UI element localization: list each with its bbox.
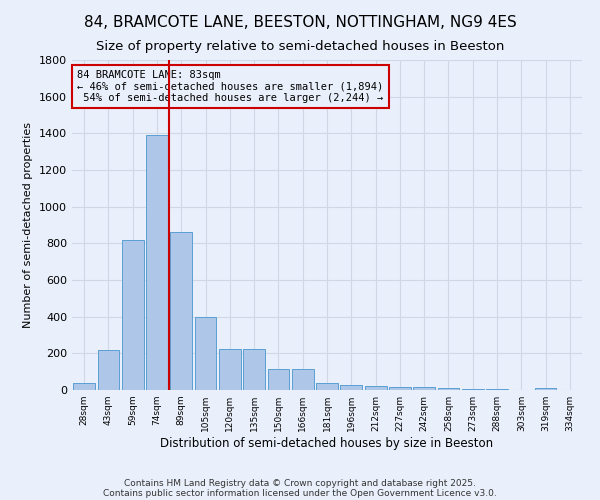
Bar [316,382,338,390]
Bar [365,386,386,390]
Bar [437,388,460,390]
Bar [219,349,241,390]
Bar [340,384,362,390]
Bar [73,382,95,390]
Bar [194,316,217,390]
Bar [146,135,168,390]
Bar [243,349,265,390]
Text: Contains HM Land Registry data © Crown copyright and database right 2025.: Contains HM Land Registry data © Crown c… [124,478,476,488]
Bar [97,350,119,390]
Text: 84, BRAMCOTE LANE, BEESTON, NOTTINGHAM, NG9 4ES: 84, BRAMCOTE LANE, BEESTON, NOTTINGHAM, … [83,15,517,30]
Bar [535,388,556,390]
Bar [292,369,314,390]
Bar [170,232,192,390]
Y-axis label: Number of semi-detached properties: Number of semi-detached properties [23,122,34,328]
Text: 84 BRAMCOTE LANE: 83sqm
← 46% of semi-detached houses are smaller (1,894)
 54% o: 84 BRAMCOTE LANE: 83sqm ← 46% of semi-de… [77,70,383,103]
Bar [413,387,435,390]
Bar [486,389,508,390]
Bar [389,387,411,390]
X-axis label: Distribution of semi-detached houses by size in Beeston: Distribution of semi-detached houses by … [160,437,494,450]
Text: Size of property relative to semi-detached houses in Beeston: Size of property relative to semi-detach… [96,40,504,53]
Bar [122,240,143,390]
Bar [462,389,484,390]
Bar [268,369,289,390]
Text: Contains public sector information licensed under the Open Government Licence v3: Contains public sector information licen… [103,488,497,498]
